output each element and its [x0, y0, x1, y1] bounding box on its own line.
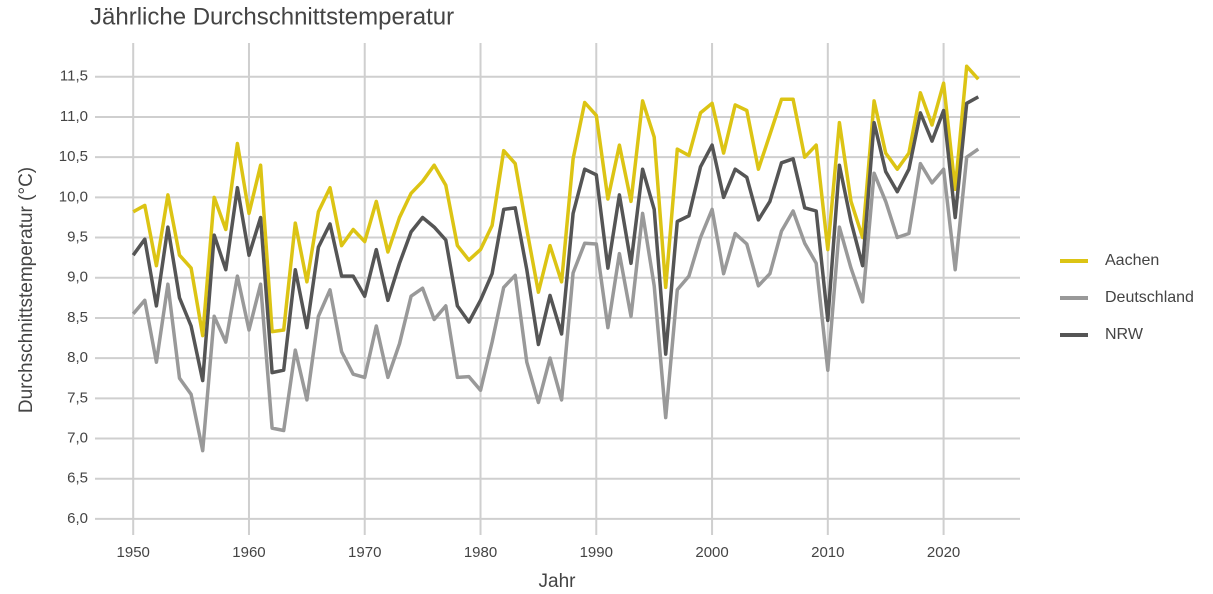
legend-label: Aachen	[1105, 252, 1159, 269]
y-tick-label: 10,5	[59, 148, 88, 165]
y-tick-label: 8,5	[67, 309, 88, 326]
legend-label: NRW	[1105, 326, 1144, 343]
x-tick-label: 1990	[580, 544, 613, 561]
legend-label: Deutschland	[1105, 289, 1194, 306]
y-tick-label: 6,0	[67, 510, 88, 527]
y-tick-label: 11,0	[60, 108, 88, 125]
x-tick-label: 1950	[117, 544, 150, 561]
series-line	[131, 95, 980, 383]
x-tick-label: 1980	[464, 544, 497, 561]
chart-title: Jährliche Durchschnittstemperatur	[90, 3, 454, 30]
y-tick-label: 9,5	[67, 229, 88, 246]
y-tick-label: 7,5	[67, 389, 88, 406]
x-tick-label: 2000	[695, 544, 728, 561]
x-tick-label: 1960	[232, 544, 265, 561]
y-axis-label: Durchschnittstemperatur (°C)	[16, 167, 37, 413]
x-tick-label: 1970	[348, 544, 381, 561]
series-line	[131, 147, 980, 453]
y-tick-label: 6,5	[67, 470, 88, 487]
x-axis-label: Jahr	[539, 571, 577, 592]
series-line	[132, 64, 980, 338]
y-tick-label: 7,0	[67, 429, 88, 446]
y-tick-label: 9,0	[67, 269, 88, 286]
y-tick-label: 10,0	[59, 188, 88, 205]
x-tick-label: 2010	[811, 544, 844, 561]
y-tick-label: 8,0	[67, 349, 88, 366]
x-tick-label: 2020	[927, 544, 960, 561]
y-tick-label: 11,5	[60, 68, 88, 85]
